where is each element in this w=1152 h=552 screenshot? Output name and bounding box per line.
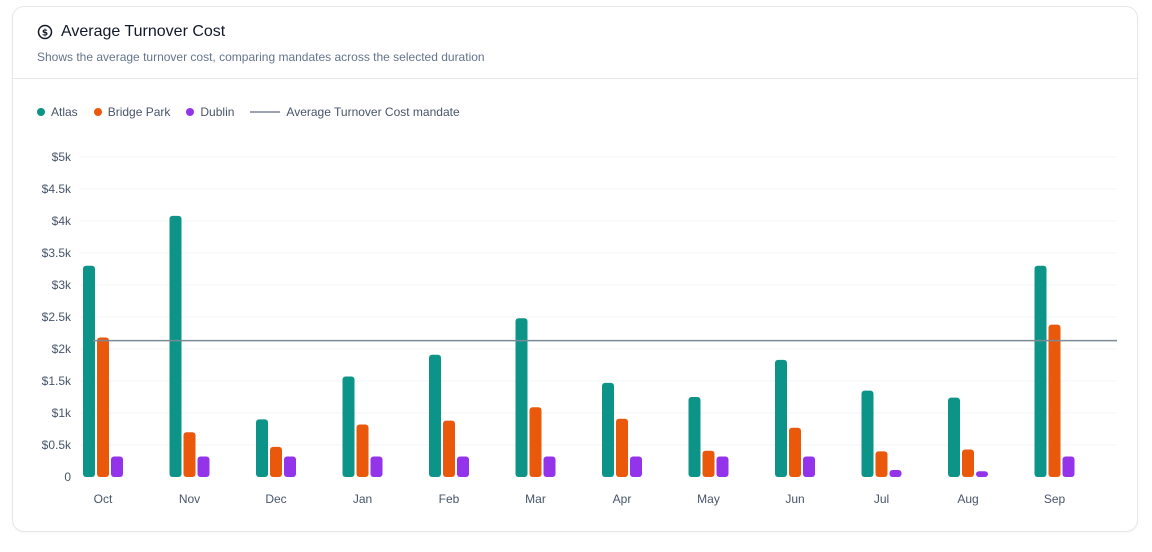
- bar-dublin: [284, 456, 296, 477]
- bar-atlas: [429, 354, 441, 477]
- bar-bridge-park: [1048, 324, 1061, 477]
- bar-atlas: [169, 215, 182, 477]
- bar-dublin: [543, 456, 556, 477]
- card-subtitle: Shows the average turnover cost, compari…: [37, 50, 485, 64]
- bar-chart: 0 $0.5k $1k $1.5k $2k $2.5k $3k $3.5k $4k $4.5k $5…: [42, 150, 1117, 506]
- bar-atlas: [775, 359, 787, 477]
- x-tick-label: Nov: [179, 492, 200, 506]
- legend-item-mandate[interactable]: Average Turnover Cost mandate: [250, 105, 460, 119]
- bar-dublin: [630, 456, 642, 477]
- chart-legend: Atlas Bridge Park Dublin Average Turnove…: [37, 105, 460, 119]
- y-tick-label: $4.5k: [42, 182, 72, 196]
- bar-bridge-park: [183, 432, 196, 477]
- bar-dublin: [803, 456, 815, 477]
- y-tick-label: $0.5k: [42, 438, 72, 452]
- bar-bridge-park: [270, 446, 282, 477]
- x-tick-label: Aug: [957, 492, 978, 506]
- legend-label-atlas: Atlas: [51, 105, 78, 119]
- bar-dublin: [457, 456, 469, 477]
- bar-dublin: [889, 469, 902, 477]
- chart-card: $ Average Turnover Cost Shows the averag…: [12, 6, 1138, 532]
- legend-label-mandate: Average Turnover Cost mandate: [286, 105, 460, 119]
- y-tick-label: $3.5k: [42, 246, 72, 260]
- card-title: Average Turnover Cost: [61, 23, 226, 40]
- bar-bridge-park: [97, 337, 109, 477]
- title-row: $ Average Turnover Cost: [37, 23, 1113, 41]
- bar-bridge-park: [875, 451, 888, 477]
- x-tick-label: Oct: [94, 492, 113, 506]
- y-tick-label: $1.5k: [42, 374, 72, 388]
- legend-label-dublin: Dublin: [200, 105, 235, 119]
- y-tick-label: $2k: [52, 342, 72, 356]
- y-tick-label: $1k: [52, 406, 72, 420]
- bar-bridge-park: [443, 420, 455, 477]
- x-tick-label: Dec: [265, 492, 286, 506]
- bar-bridge-park: [356, 424, 369, 477]
- y-tick-label: $4k: [52, 214, 72, 228]
- bar-atlas: [83, 265, 95, 477]
- bar-bridge-park: [962, 449, 974, 477]
- legend-item-dublin[interactable]: Dublin: [186, 105, 234, 119]
- bar-atlas: [688, 397, 701, 477]
- y-tick-label: $3k: [52, 278, 72, 292]
- bar-bridge-park: [529, 407, 542, 477]
- bar-dublin: [716, 456, 729, 477]
- bar-atlas: [861, 390, 874, 477]
- legend-swatch-atlas: [37, 108, 45, 116]
- legend-item-atlas[interactable]: Atlas: [37, 105, 78, 119]
- bar-atlas: [256, 419, 268, 477]
- bar-atlas: [515, 318, 528, 477]
- bar-dublin: [197, 456, 210, 477]
- bar-atlas: [948, 397, 960, 477]
- bar-bridge-park: [789, 427, 801, 477]
- x-tick-label: Apr: [613, 492, 632, 506]
- bar-dublin: [1062, 456, 1075, 477]
- x-tick-label: May: [697, 492, 720, 506]
- x-tick-label: Feb: [439, 492, 460, 506]
- x-tick-label: Jun: [785, 492, 804, 506]
- legend-item-bridge-park[interactable]: Bridge Park: [93, 105, 171, 119]
- card-header: $ Average Turnover Cost Shows the averag…: [13, 7, 1137, 79]
- x-tick-label: Jul: [874, 492, 889, 506]
- bar-atlas: [602, 382, 614, 477]
- bar-dublin: [370, 456, 383, 477]
- bar-dublin: [111, 456, 123, 477]
- bar-dublin: [976, 471, 988, 477]
- bar-bridge-park: [702, 450, 715, 477]
- legend-swatch-dublin: [186, 108, 195, 116]
- x-tick-label: Jan: [353, 492, 372, 506]
- legend-label-bridge-park: Bridge Park: [107, 105, 171, 119]
- bar-atlas: [342, 376, 355, 477]
- dollar-circle-icon: $: [37, 24, 53, 40]
- svg-text:$: $: [42, 28, 48, 38]
- y-tick-label: 0: [64, 470, 71, 484]
- legend-swatch-bridge-park: [93, 108, 102, 116]
- bar-atlas: [1034, 265, 1047, 477]
- x-tick-label: Sep: [1044, 492, 1066, 506]
- y-tick-label: $2.5k: [42, 310, 72, 324]
- legend-swatch-mandate: [250, 111, 281, 113]
- bar-bridge-park: [616, 418, 628, 477]
- y-tick-label: $5k: [52, 150, 72, 164]
- x-tick-label: Mar: [525, 492, 546, 506]
